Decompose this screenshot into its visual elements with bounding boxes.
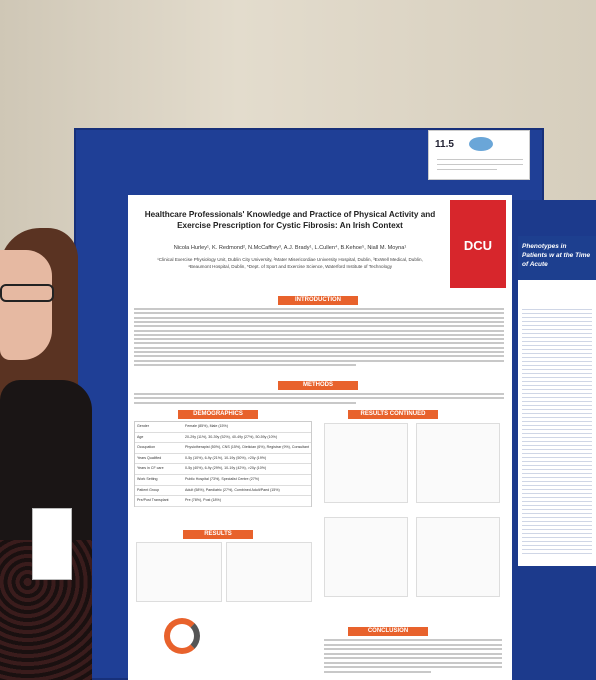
- text-line: [134, 401, 356, 404]
- section-header: INTRODUCTION: [278, 296, 358, 305]
- table-row: Years in CF care 0-5y (40%), 6-9y (29%), …: [135, 464, 311, 475]
- logo-icon: [469, 137, 493, 151]
- side-text: [522, 306, 592, 556]
- logo-text: DCU: [463, 238, 493, 253]
- chart-panel: [416, 517, 500, 597]
- text-line: [134, 308, 504, 310]
- text-line: [134, 333, 504, 336]
- table-row: Age 20-29y (11%), 30-39y (52%), 40-49y (2…: [135, 433, 311, 444]
- table-cell: 0-5y (40%), 6-9y (29%), 10-19y (42%), >2…: [185, 466, 267, 471]
- table-cell: 0-5y (10%), 6-9y (21%), 10-19y (50%), >2…: [185, 455, 267, 460]
- chart-panel: [136, 542, 222, 602]
- text-line: [324, 639, 502, 641]
- text-line: [134, 312, 504, 315]
- face: [0, 250, 52, 360]
- table-cell: Age: [137, 434, 144, 439]
- table-cell: Years Qualified: [137, 455, 162, 460]
- table-cell: Work Setting: [137, 477, 158, 481]
- side-poster: Phenotypes in Patients w at the Time of …: [518, 236, 596, 566]
- text-line: [134, 338, 504, 341]
- text-line: [134, 397, 504, 400]
- text-line: [324, 666, 502, 668]
- chart-panel: [226, 542, 312, 602]
- text-line: [437, 169, 497, 170]
- table-cell: Public Hospital (73%), Specialist Centre…: [185, 477, 260, 481]
- text-line: [324, 670, 431, 673]
- authors: Nicola Hurley¹, K. Redmond², N.McCaffrey…: [173, 245, 407, 251]
- table-row: Pre/Post Transplant Pre (78%), Post (18%): [135, 496, 311, 507]
- table-cell: Female (85%), Male (15%): [185, 424, 228, 428]
- section-header: RESULTS CONTINUED: [348, 410, 438, 419]
- text-line: [324, 648, 502, 650]
- table-row: Years Qualified 0-5y (10%), 6-9y (21%), 1…: [135, 454, 311, 465]
- table-cell: Adult (58%), Paediatric (27%), Combined …: [185, 487, 280, 492]
- text-line: [134, 325, 504, 328]
- chart-panel: [416, 423, 500, 503]
- badge: [32, 508, 72, 580]
- intro-text: [134, 308, 504, 368]
- table-cell: Pre (78%), Post (18%): [185, 498, 221, 503]
- table-cell: Patient Group: [137, 487, 160, 492]
- text-line: [437, 159, 523, 160]
- dcu-logo: DCU: [450, 200, 506, 288]
- text-line: [134, 351, 504, 353]
- text-line: [324, 643, 502, 646]
- text-line: [134, 316, 504, 319]
- affiliations: ¹Clinical Exercise Physiology Unit, Dubl…: [157, 257, 423, 269]
- poster-number: 11.5: [435, 139, 454, 150]
- section-header: RESULTS: [183, 530, 253, 539]
- text-line: [324, 652, 502, 655]
- table-cell: Pre/Post Transplant: [137, 498, 169, 503]
- section-header: METHODS: [278, 381, 358, 390]
- section-header: CONCLUSION: [348, 627, 428, 636]
- glasses: [0, 284, 54, 302]
- chart-panel: [324, 517, 408, 597]
- text-line: [324, 661, 502, 664]
- table-cell: Gender: [137, 424, 149, 428]
- chart-panel: [324, 423, 408, 503]
- demographics-table: Gender Female (85%), Male (15%) Age 20-29y …: [134, 421, 312, 507]
- table-cell: Occupation: [137, 445, 156, 450]
- section-header: DEMOGRAPHICS: [178, 410, 258, 419]
- number-card: 11.5: [428, 130, 530, 180]
- text-line: [134, 359, 504, 362]
- conclusion-text: [324, 639, 502, 679]
- donut-chart: [164, 618, 200, 654]
- table-row: Gender Female (85%), Male (15%): [135, 422, 311, 433]
- text-line: [437, 164, 523, 165]
- text-line: [134, 346, 504, 349]
- text-line: [134, 363, 356, 366]
- table-row: Patient Group Adult (58%), Paediatric (27…: [135, 486, 311, 497]
- table-cell: 20-29y (11%), 30-39y (52%), 40-49y (27%)…: [185, 434, 278, 439]
- text-line: [134, 355, 504, 358]
- table-row: Work Setting Public Hospital (73%), Speci…: [135, 475, 311, 486]
- side-title: Phenotypes in Patients w at the Time of …: [518, 236, 596, 280]
- poster-title: Healthcare Professionals' Knowledge and …: [144, 210, 436, 230]
- table-row: Occupation Physiotherapist (50%), CNS (15…: [135, 443, 311, 454]
- text-line: [134, 393, 504, 395]
- methods-text: [134, 393, 504, 407]
- poster: Healthcare Professionals' Knowledge and …: [128, 195, 512, 680]
- text-line: [134, 320, 504, 323]
- table-cell: Years in CF care: [137, 466, 164, 471]
- text-line: [134, 329, 504, 332]
- table-cell: Physiotherapist (50%), CNS (15%), Dietic…: [185, 445, 309, 450]
- text-line: [324, 657, 502, 659]
- text-line: [134, 342, 504, 345]
